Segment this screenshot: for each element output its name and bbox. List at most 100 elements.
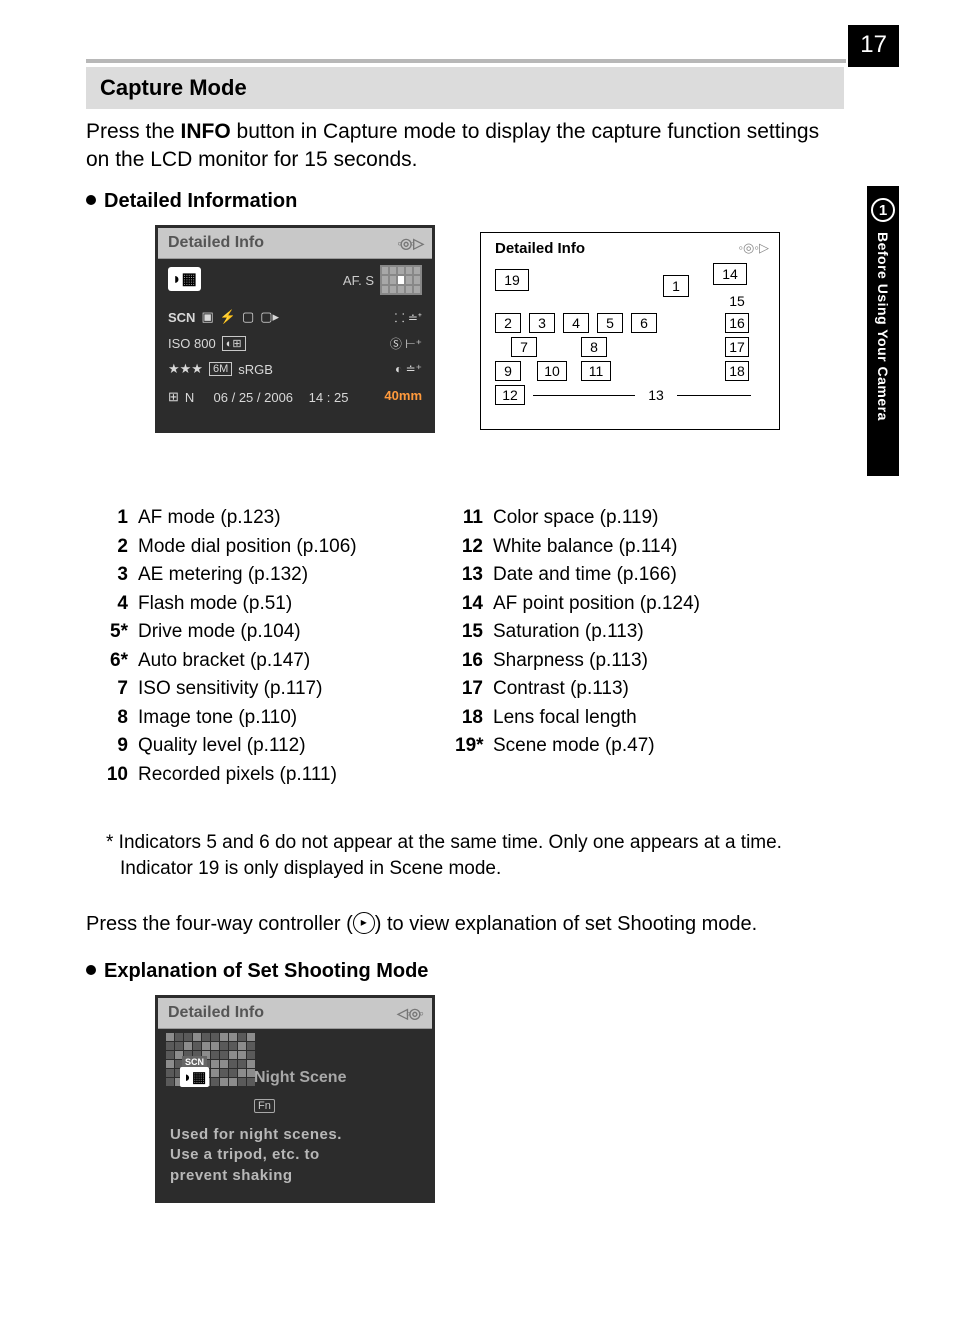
colorspace-label: sRGB	[238, 362, 273, 377]
bracket-icon: ▢▸	[260, 309, 279, 325]
legend-number: 3	[100, 561, 138, 590]
metering-icon: ▣	[201, 309, 213, 325]
diagram-box-2: 2	[495, 313, 521, 333]
legend-text: Scene mode (p.47)	[493, 732, 815, 761]
legend-number: 12	[455, 533, 493, 562]
legend-text: ISO sensitivity (p.117)	[138, 675, 435, 704]
lcd-row-iso: ISO 800 ◐⊞ Ⓢ ⊢⁺	[168, 331, 422, 355]
intro-bold: INFO	[181, 120, 231, 143]
quality-group: ★★★ 6M sRGB	[168, 361, 273, 377]
quality-stars: ★★★	[168, 361, 203, 377]
lcd-left-icons: SCN ▣ ⚡ ▢ ▢▸	[168, 309, 279, 325]
scene-icon: ◗▦	[180, 1067, 209, 1087]
bullet-icon	[86, 195, 96, 205]
nav-left-icon: ◁◦◎◦	[397, 1005, 422, 1022]
flash-icon: ⚡	[220, 309, 236, 325]
legend-text: Flash mode (p.51)	[138, 590, 435, 619]
legend-text: Lens focal length	[493, 704, 815, 733]
legend-text: Quality level (p.112)	[138, 732, 435, 761]
wb-icon: ⊞	[168, 389, 179, 405]
diagram-box-4: 4	[563, 313, 589, 333]
chapter-number-circle: 1	[871, 198, 895, 222]
scene-description: Used for night scenes. Use a tripod, etc…	[170, 1125, 342, 1186]
legend-row: 15Saturation (p.113)	[455, 618, 815, 647]
iso-label: ISO 800	[168, 336, 216, 351]
section-header: Capture Mode	[86, 67, 844, 109]
diagram-box-12: 12	[495, 385, 525, 405]
legend-left: 1AF mode (p.123)2Mode dial position (p.1…	[100, 504, 435, 789]
legend-number: 4	[100, 590, 138, 619]
diagram-box-5: 5	[597, 313, 623, 333]
legend-row: 1AF mode (p.123)	[100, 504, 435, 533]
legend-row: 6*Auto bracket (p.147)	[100, 647, 435, 676]
subheading-detailed-info: Detailed Information	[86, 190, 297, 213]
fn-button-icon: Fn	[254, 1099, 275, 1113]
lens-focal-length: 40mm	[384, 388, 422, 403]
legend-text: Saturation (p.113)	[493, 618, 815, 647]
tone-icon: ◐⊞	[222, 336, 246, 351]
lcd2-title-text: Detailed Info	[168, 1004, 264, 1022]
intro-part1: Press the	[86, 120, 181, 143]
diagram-box-11: 11	[581, 361, 611, 381]
desc-line-2: Use a tripod, etc. to	[170, 1145, 342, 1165]
legend-text: AF point position (p.124)	[493, 590, 815, 619]
legend-number: 14	[455, 590, 493, 619]
page-number: 17	[848, 25, 899, 67]
legend-number: 16	[455, 647, 493, 676]
drive-icon: ▢	[242, 309, 254, 325]
diagram-box-3: 3	[529, 313, 555, 333]
diagram-line	[677, 395, 751, 396]
legend-number: 7	[100, 675, 138, 704]
legend-row: 18Lens focal length	[455, 704, 815, 733]
saturation-icon: ⸬ ≐⁺	[395, 309, 422, 326]
legend-number: 17	[455, 675, 493, 704]
diagram-box-9: 9	[495, 361, 521, 381]
legend-number: 6*	[100, 647, 138, 676]
diagram-title: Detailed Info	[495, 240, 585, 257]
legend-row: 12White balance (p.114)	[455, 533, 815, 562]
scn-text: SCN	[168, 310, 195, 325]
desc-line-1: Used for night scenes.	[170, 1125, 342, 1145]
lcd-body: ◗▦ AF. S SCN ▣ ⚡ ▢ ▢▸ ⸬ ≐⁺ ISO 800 ◐⊞ Ⓢ …	[158, 259, 432, 431]
diagram-box-6: 6	[631, 313, 657, 333]
diagram-box-8: 8	[581, 337, 607, 357]
date-label: 06 / 25 / 2006	[214, 390, 294, 405]
diagram-box-19: 19	[495, 269, 529, 291]
lcd-row-modes: SCN ▣ ⚡ ▢ ▢▸ ⸬ ≐⁺	[168, 305, 422, 329]
legend-row: 19*Scene mode (p.47)	[455, 732, 815, 761]
iso-group: ISO 800 ◐⊞	[168, 336, 246, 351]
legend-number: 8	[100, 704, 138, 733]
legend-row: 2Mode dial position (p.106)	[100, 533, 435, 562]
lcd2-title-bar: Detailed Info ◁◦◎◦	[158, 998, 432, 1029]
legend-number: 10	[100, 761, 138, 790]
diagram-box-13: 13	[641, 385, 671, 405]
wb-label: N	[185, 390, 194, 405]
legend-row: 8Image tone (p.110)	[100, 704, 435, 733]
legend-right: 11Color space (p.119)12White balance (p.…	[455, 504, 815, 761]
legend-text: White balance (p.114)	[493, 533, 815, 562]
legend-row: 4Flash mode (p.51)	[100, 590, 435, 619]
af-mode-label: AF. S	[343, 273, 374, 288]
legend-number: 15	[455, 618, 493, 647]
lcd2-body: SCN ◗▦ Night Scene Fn Used for night sce…	[158, 1029, 432, 1201]
bullet-icon	[86, 965, 96, 975]
legend-number: 13	[455, 561, 493, 590]
legend-row: 7ISO sensitivity (p.117)	[100, 675, 435, 704]
legend-number: 1	[100, 504, 138, 533]
legend-text: Date and time (p.166)	[493, 561, 815, 590]
press-controller-text: Press the four-way controller (▸) to vie…	[86, 910, 856, 938]
legend-number: 9	[100, 732, 138, 761]
lcd-title-bar: Detailed Info ◦◎◦▷	[158, 228, 432, 259]
detailed-info-diagram: Detailed Info ◦◎◦▷ 19 1 14 15 2 3 4 5 6 …	[480, 232, 780, 430]
subheading-text: Detailed Information	[104, 190, 297, 212]
legend-number: 2	[100, 533, 138, 562]
press-before: Press the four-way controller (	[86, 913, 353, 935]
subheading-text-2: Explanation of Set Shooting Mode	[104, 960, 428, 982]
diagram-box-15: 15	[725, 291, 749, 311]
desc-line-3: prevent shaking	[170, 1166, 342, 1186]
nav-right-icon: ◦◎◦▷	[397, 235, 422, 252]
diagram-box-10: 10	[537, 361, 567, 381]
legend-text: Sharpness (p.113)	[493, 647, 815, 676]
press-after: ) to view explanation of set Shooting mo…	[375, 913, 757, 935]
diagram-box-14: 14	[713, 263, 747, 285]
